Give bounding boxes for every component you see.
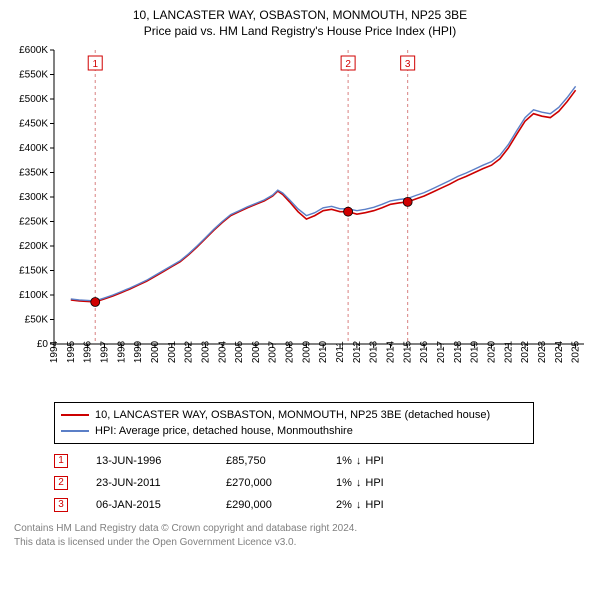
sale-delta-pct: 1% (336, 477, 352, 489)
down-arrow-icon: ↓ (356, 455, 362, 467)
svg-text:3: 3 (405, 59, 411, 70)
title-line-2: Price paid vs. HM Land Registry's House … (10, 24, 590, 38)
sale-delta-suffix: HPI (365, 499, 383, 511)
legend-swatch (61, 430, 89, 432)
sale-row: 2 23-JUN-2011£270,0001% ↓HPI (54, 472, 590, 494)
svg-text:2: 2 (345, 59, 351, 70)
legend-box: 10, LANCASTER WAY, OSBASTON, MONMOUTH, N… (54, 402, 534, 444)
sale-date: 13-JUN-1996 (96, 455, 226, 467)
footer-attribution: Contains HM Land Registry data © Crown c… (10, 522, 590, 549)
svg-text:£500K: £500K (19, 94, 48, 105)
legend-swatch (61, 414, 89, 416)
sale-delta: 1% ↓HPI (336, 455, 436, 467)
footer-line-1: Contains HM Land Registry data © Crown c… (14, 522, 590, 536)
svg-text:£250K: £250K (19, 217, 48, 228)
svg-text:£300K: £300K (19, 192, 48, 203)
down-arrow-icon: ↓ (356, 499, 362, 511)
sale-point-2 (344, 207, 353, 216)
sale-delta-pct: 1% (336, 455, 352, 467)
sales-table: 113-JUN-1996£85,7501%↓HPI223-JUN-2011£27… (54, 450, 590, 516)
legend-row: 10, LANCASTER WAY, OSBASTON, MONMOUTH, N… (61, 407, 527, 423)
down-arrow-icon: ↓ (356, 477, 362, 489)
sale-price: £290,000 (226, 499, 336, 511)
legend-label: HPI: Average price, detached house, Monm… (95, 425, 353, 437)
sale-price: £85,750 (226, 455, 336, 467)
svg-text:£0: £0 (37, 339, 49, 350)
sale-row: 1 13-JUN-1996£85,7501% ↓HPI (54, 450, 590, 472)
svg-text:£50K: £50K (25, 315, 49, 326)
sale-row: 3 06-JAN-2015£290,0002% ↓HPI (54, 494, 590, 516)
chart-title-block: 10, LANCASTER WAY, OSBASTON, MONMOUTH, N… (10, 8, 590, 38)
sale-delta: 1% ↓HPI (336, 477, 436, 489)
footer-line-2: This data is licensed under the Open Gov… (14, 536, 590, 550)
sale-delta-suffix: HPI (365, 455, 383, 467)
legend-row: HPI: Average price, detached house, Monm… (61, 423, 527, 439)
sale-point-3 (403, 197, 412, 206)
svg-text:£450K: £450K (19, 119, 48, 130)
sale-price: £270,000 (226, 477, 336, 489)
sale-marker-3: 3 (54, 498, 68, 512)
svg-text:£100K: £100K (19, 290, 48, 301)
svg-text:£600K: £600K (19, 45, 48, 56)
sale-delta: 2% ↓HPI (336, 499, 436, 511)
chart-area: £0 £50K £100K £150K £200K £250K £300K £350K £400… (10, 44, 590, 394)
sale-delta-suffix: HPI (365, 477, 383, 489)
sale-delta-pct: 2% (336, 499, 352, 511)
svg-text:£400K: £400K (19, 143, 48, 154)
svg-text:£550K: £550K (19, 70, 48, 81)
title-line-1: 10, LANCASTER WAY, OSBASTON, MONMOUTH, N… (10, 8, 590, 22)
sale-date: 23-JUN-2011 (96, 477, 226, 489)
svg-text:1: 1 (92, 59, 98, 70)
svg-text:£150K: £150K (19, 266, 48, 277)
price-chart-svg: £0 £50K £100K £150K £200K £250K £300K £350K £400… (10, 44, 590, 394)
sale-marker-2: 2 (54, 476, 68, 490)
svg-text:£200K: £200K (19, 241, 48, 252)
sale-marker-1: 1 (54, 454, 68, 468)
series-hpi (71, 86, 576, 301)
sale-point-1 (91, 297, 100, 306)
svg-text:£350K: £350K (19, 168, 48, 179)
legend-label: 10, LANCASTER WAY, OSBASTON, MONMOUTH, N… (95, 409, 490, 421)
sale-date: 06-JAN-2015 (96, 499, 226, 511)
series-property (71, 90, 576, 302)
